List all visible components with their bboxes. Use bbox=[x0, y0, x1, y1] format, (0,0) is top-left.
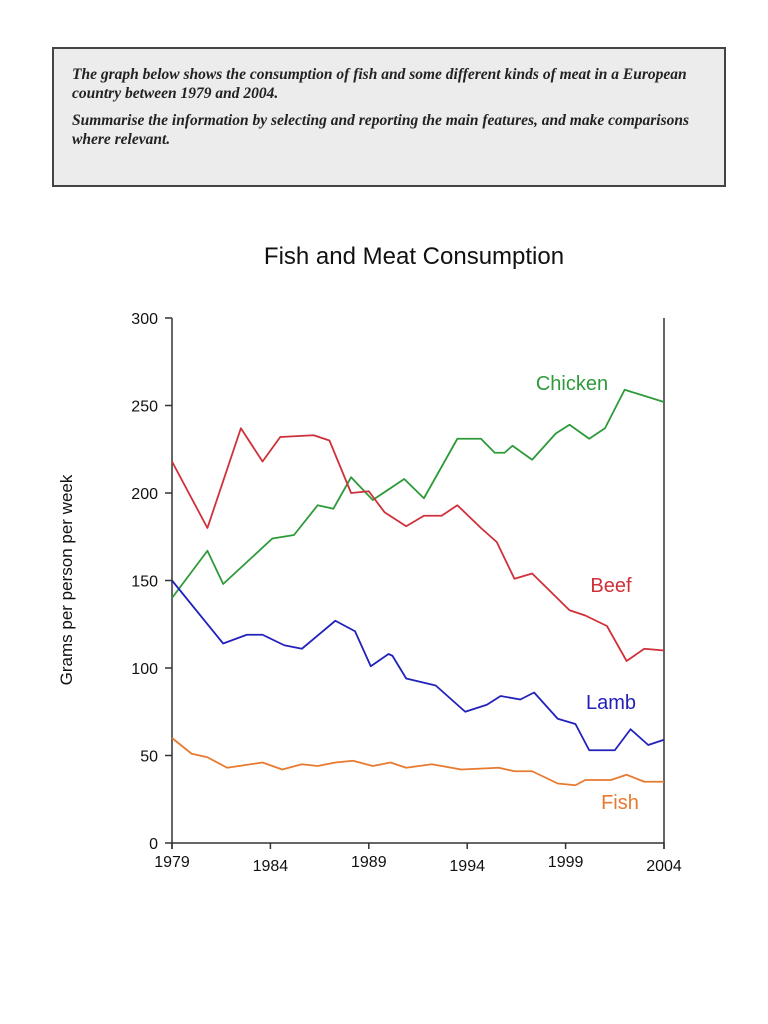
task-paragraph-2: Summarise the information by selecting a… bbox=[72, 112, 690, 148]
y-tick-label: 100 bbox=[131, 661, 158, 678]
task-paragraph-1: The graph below shows the consumption of… bbox=[72, 66, 687, 102]
y-tick-label: 150 bbox=[131, 574, 158, 591]
x-tick-label: 1999 bbox=[548, 854, 584, 871]
x-tick-label: 1984 bbox=[253, 858, 289, 875]
x-tick-label: 1989 bbox=[351, 854, 387, 871]
task-prompt-box: The graph below shows the consumption of… bbox=[52, 47, 726, 187]
x-tick-label: 1979 bbox=[154, 854, 190, 871]
x-tick-label: 2004 bbox=[646, 858, 682, 875]
series-line-fish bbox=[171, 737, 664, 787]
y-tick-label: 50 bbox=[140, 749, 158, 766]
series-line-beef bbox=[171, 427, 665, 662]
series-label-fish: Fish bbox=[601, 792, 639, 814]
y-tick-label: 200 bbox=[131, 486, 158, 503]
series-line-lamb bbox=[171, 579, 665, 752]
y-tick-label: 250 bbox=[131, 399, 158, 416]
y-tick-label: 0 bbox=[149, 836, 158, 853]
series-label-chicken: Chicken bbox=[536, 373, 608, 395]
series-label-lamb: Lamb bbox=[586, 692, 636, 714]
y-axis-label: Grams per person per week bbox=[57, 474, 76, 685]
x-tick-label: 1994 bbox=[449, 858, 485, 875]
series-line-chicken bbox=[171, 388, 665, 599]
y-tick-label: 300 bbox=[131, 311, 158, 328]
series-label-beef: Beef bbox=[590, 575, 632, 597]
chart-title: Fish and Meat Consumption bbox=[264, 243, 564, 270]
